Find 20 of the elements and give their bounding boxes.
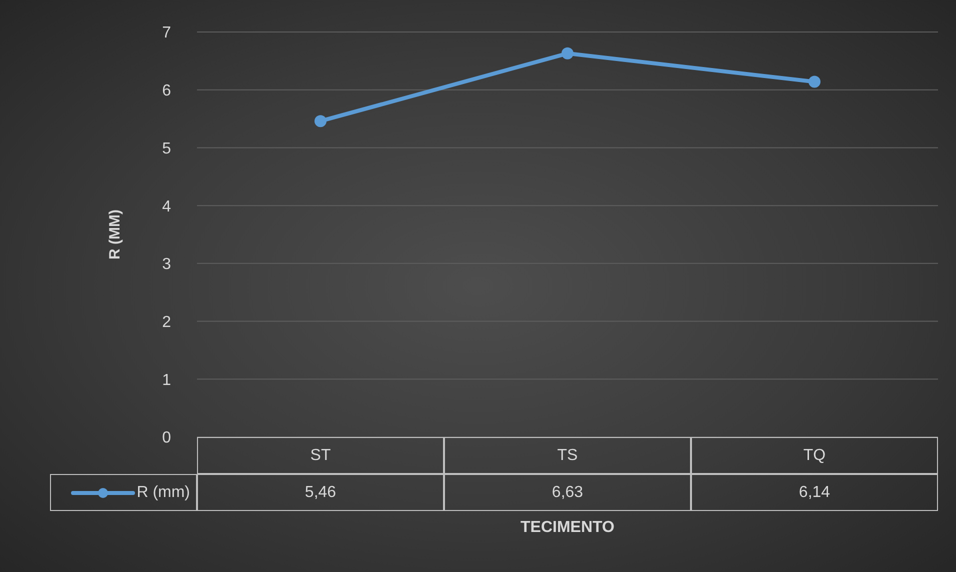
y-tick-label: 6: [162, 82, 172, 100]
point: [314, 115, 326, 128]
legend-label: R (mm): [136, 484, 190, 502]
y-axis-title: R (MM): [106, 210, 124, 260]
point: [808, 76, 820, 88]
x-tick-label: TQ: [691, 437, 938, 474]
y-tick-label: 5: [162, 140, 172, 158]
x-tick-label: TS: [444, 437, 691, 474]
point: [562, 47, 574, 60]
y-tick-label: 0: [162, 430, 172, 447]
x-axis-title: TECIMENTO: [520, 519, 616, 537]
data-label: 5,46: [197, 474, 444, 511]
x-tick-label: ST: [197, 437, 444, 474]
y-tick-label: 4: [162, 198, 172, 216]
y-tick-label: 2: [162, 314, 172, 331]
y-tick-label: 1: [162, 372, 172, 389]
data-label: 6,14: [691, 474, 938, 511]
y-tick-label: 7: [162, 24, 172, 42]
data-label: 6,63: [444, 474, 691, 511]
y-tick-label: 3: [162, 256, 172, 274]
